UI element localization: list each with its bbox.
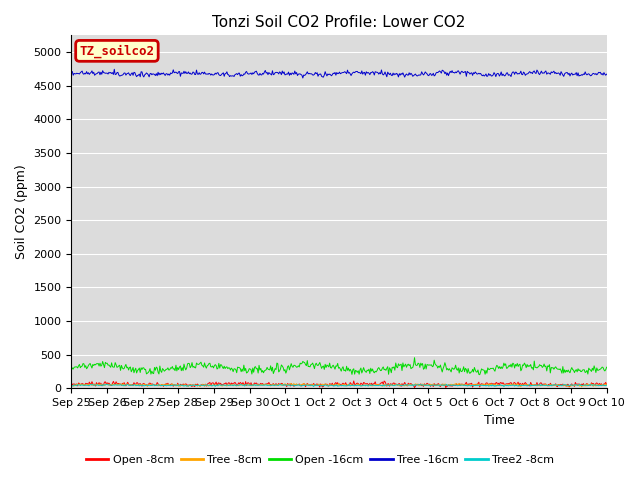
Text: TZ_soilco2: TZ_soilco2 bbox=[79, 44, 154, 58]
Legend: Open -8cm, Tree -8cm, Open -16cm, Tree -16cm, Tree2 -8cm: Open -8cm, Tree -8cm, Open -16cm, Tree -… bbox=[81, 451, 559, 469]
Y-axis label: Soil CO2 (ppm): Soil CO2 (ppm) bbox=[15, 165, 28, 259]
X-axis label:                                                                                  bbox=[164, 414, 515, 427]
Title: Tonzi Soil CO2 Profile: Lower CO2: Tonzi Soil CO2 Profile: Lower CO2 bbox=[212, 15, 466, 30]
